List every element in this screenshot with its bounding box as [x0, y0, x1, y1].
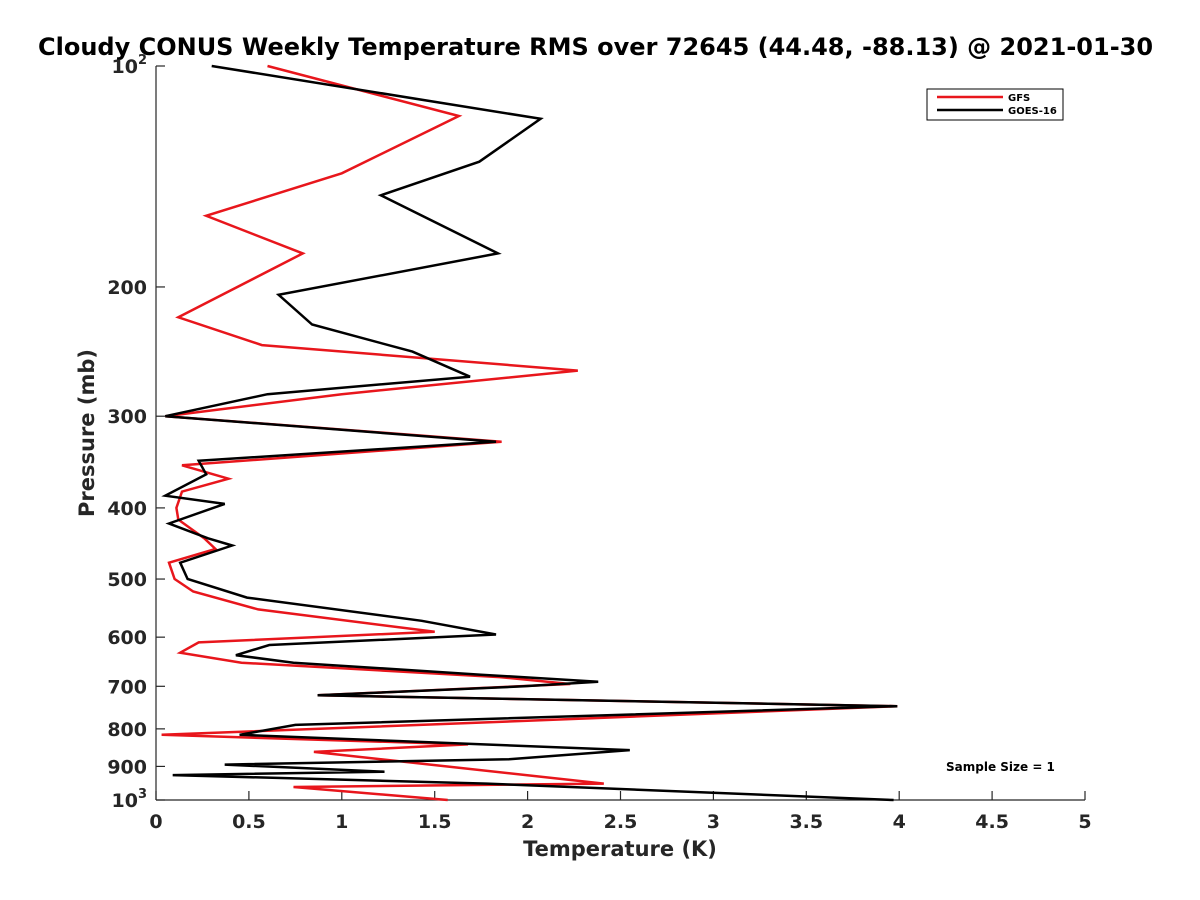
x-tick-label: 3 [707, 811, 720, 833]
y-axis-label: Pressure (mb) [75, 349, 99, 517]
x-tick-label: 4.5 [975, 811, 1009, 833]
x-tick-label: 0 [149, 811, 162, 833]
y-tick-label: 200 [107, 277, 147, 299]
y-tick-label: 600 [107, 627, 147, 649]
legend-label-goes16: GOES-16 [1008, 106, 1057, 117]
chart-title: Cloudy CONUS Weekly Temperature RMS over… [38, 33, 1153, 61]
x-tick-label: 0.5 [232, 811, 266, 833]
legend-box [926, 88, 1064, 121]
sample-size-annotation: Sample Size = 1 [946, 760, 1055, 774]
y-tick-label: 800 [107, 719, 147, 741]
y-tick-label: 103 [112, 787, 148, 812]
x-tick-label: 1 [335, 811, 348, 833]
series-line-goes16 [161, 64, 898, 802]
legend-label-gfs: GFS [1008, 93, 1030, 104]
plot-area: 0 0.5 1 1.5 2 2.5 3 3.5 4 4.5 5 102 200 300 400 500 600 7… [107, 53, 1091, 833]
series-line-gfs [161, 64, 898, 802]
y-tick-label: 300 [107, 406, 147, 428]
x-axis-label: Temperature (K) [523, 837, 717, 861]
y-tick-label: 900 [107, 756, 147, 778]
legend: GFS GOES-16 [926, 88, 1064, 121]
y-tick-label: 700 [107, 676, 147, 698]
x-tick-label: 5 [1078, 811, 1091, 833]
y-tick-label: 400 [107, 498, 147, 520]
x-tick-label: 2.5 [604, 811, 638, 833]
y-tick-label: 500 [107, 569, 147, 591]
x-tick-label: 3.5 [789, 811, 823, 833]
x-tick-label: 2 [521, 811, 534, 833]
x-tick-label: 4 [893, 811, 906, 833]
y-tick-label: 102 [112, 53, 148, 78]
x-tick-label: 1.5 [418, 811, 452, 833]
